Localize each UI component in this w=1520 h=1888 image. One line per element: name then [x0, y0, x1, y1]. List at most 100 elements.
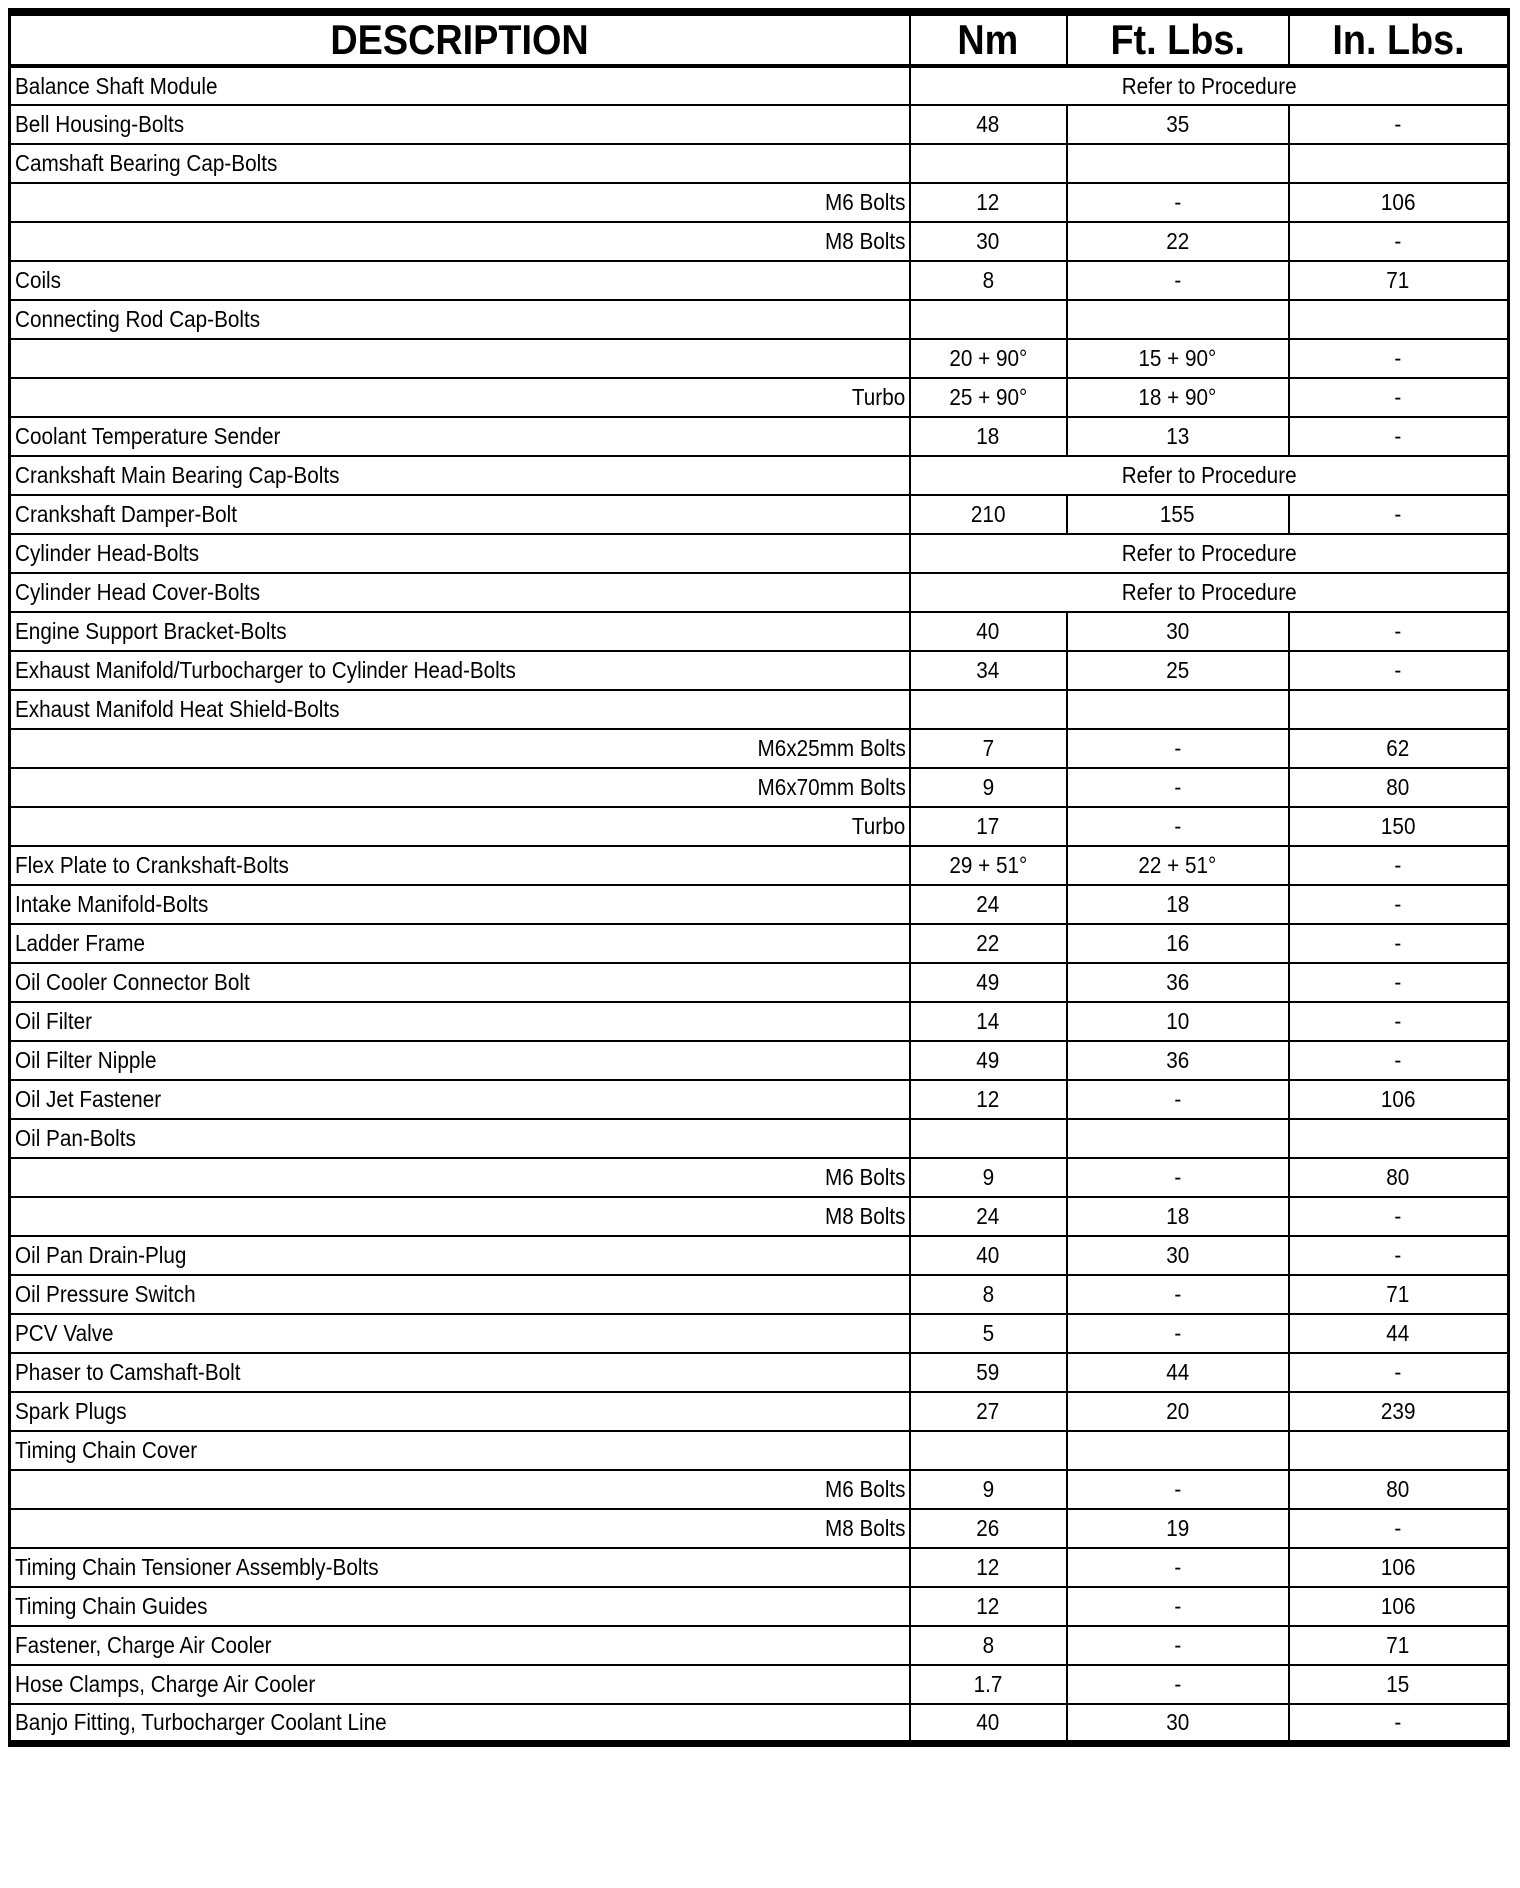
ft-value: -: [1174, 1281, 1181, 1307]
in-value: 62: [1386, 735, 1410, 761]
nm-cell: [908, 1118, 1068, 1159]
nm-cell: 12: [908, 1586, 1068, 1627]
description-cell: Hose Clamps, Charge Air Cooler: [8, 1664, 911, 1705]
description-cell: M8 Bolts: [8, 1508, 911, 1549]
description-cell: Fastener, Charge Air Cooler: [8, 1625, 911, 1666]
description-label: Timing Chain Tensioner Assembly-Bolts: [15, 1554, 379, 1580]
ft-value: 18 + 90°: [1138, 384, 1217, 410]
ft-cell: 16: [1065, 923, 1290, 964]
table-row: Timing Chain Tensioner Assembly-Bolts 12 -…: [8, 1547, 1510, 1588]
in-cell: -: [1287, 845, 1510, 886]
table-row: PCV Valve 5 - 44: [8, 1313, 1510, 1354]
in-cell: -: [1287, 1235, 1510, 1276]
nm-value: 27: [976, 1398, 1000, 1424]
nm-value: 9: [982, 1164, 994, 1190]
description-label: Exhaust Manifold Heat Shield-Bolts: [15, 696, 340, 722]
nm-cell: 5: [908, 1313, 1068, 1354]
description-label: Timing Chain Guides: [15, 1593, 208, 1619]
procedure-cell: Refer to Procedure: [908, 65, 1510, 106]
nm-value: 30: [976, 228, 1000, 254]
description-label: Turbo: [852, 813, 906, 839]
nm-cell: 12: [908, 182, 1068, 223]
nm-value: 49: [976, 1047, 1000, 1073]
ft-cell: -: [1065, 1547, 1290, 1588]
table-row: Oil Filter 14 10 -: [8, 1001, 1510, 1042]
description-cell: Crankshaft Damper-Bolt: [8, 494, 911, 535]
nm-value: 22: [976, 930, 1000, 956]
in-cell: 80: [1287, 767, 1510, 808]
description-cell: Camshaft Bearing Cap-Bolts: [8, 143, 911, 184]
in-cell: -: [1287, 650, 1510, 691]
table-row: Cylinder Head-Bolts Refer to Procedure: [8, 533, 1510, 574]
table-row: M8 Bolts 30 22 -: [8, 221, 1510, 262]
description-cell: M6 Bolts: [8, 182, 911, 223]
description-label: PCV Valve: [15, 1320, 114, 1346]
description-label: Oil Filter Nipple: [15, 1047, 157, 1073]
description-cell: M6x25mm Bolts: [8, 728, 911, 769]
ft-value: 36: [1165, 1047, 1190, 1073]
procedure-cell: Refer to Procedure: [908, 455, 1510, 496]
nm-value: 12: [976, 1086, 1000, 1112]
nm-cell: 12: [908, 1547, 1068, 1588]
in-value: -: [1394, 1047, 1402, 1073]
table-row: Crankshaft Damper-Bolt 210 155 -: [8, 494, 1510, 535]
in-cell: -: [1287, 1508, 1510, 1549]
nm-cell: 59: [908, 1352, 1068, 1393]
description-label: Phaser to Camshaft-Bolt: [15, 1359, 241, 1385]
ft-cell: -: [1065, 767, 1290, 808]
description-cell: Oil Cooler Connector Bolt: [8, 962, 911, 1003]
in-value: 80: [1386, 1164, 1410, 1190]
description-cell: Oil Pan-Bolts: [8, 1118, 911, 1159]
in-value: -: [1394, 891, 1402, 917]
in-cell: -: [1287, 1040, 1510, 1081]
description-cell: M6 Bolts: [8, 1157, 911, 1198]
ft-value: -: [1174, 267, 1181, 293]
table-row: Exhaust Manifold/Turbocharger to Cylinde…: [8, 650, 1510, 691]
ft-cell: -: [1065, 728, 1290, 769]
description-cell: Oil Pressure Switch: [8, 1274, 911, 1315]
ft-value: -: [1174, 1320, 1181, 1346]
in-cell: -: [1287, 1352, 1510, 1393]
ft-cell: -: [1065, 1625, 1290, 1666]
column-header-description: DESCRIPTION: [8, 11, 911, 68]
in-cell: [1287, 1118, 1510, 1159]
in-value: 71: [1386, 1632, 1410, 1658]
in-cell: [1287, 143, 1510, 184]
ft-cell: 18: [1065, 884, 1290, 925]
description-cell: Phaser to Camshaft-Bolt: [8, 1352, 911, 1393]
ft-value: 44: [1165, 1359, 1190, 1385]
ft-value: -: [1174, 189, 1181, 215]
in-value: -: [1394, 969, 1402, 995]
in-value: -: [1394, 1359, 1402, 1385]
description-label: Crankshaft Main Bearing Cap-Bolts: [15, 462, 340, 488]
table-row: Hose Clamps, Charge Air Cooler 1.7 - 15: [8, 1664, 1510, 1705]
table-row: Oil Filter Nipple 49 36 -: [8, 1040, 1510, 1081]
description-label: M6x25mm Bolts: [757, 735, 906, 761]
in-cell: 44: [1287, 1313, 1510, 1354]
table-body: Balance Shaft Module Refer to Procedure Be…: [8, 65, 1510, 1744]
in-value: -: [1394, 501, 1402, 527]
in-cell: -: [1287, 377, 1510, 418]
nm-cell: 210: [908, 494, 1068, 535]
in-cell: -: [1287, 494, 1510, 535]
ft-cell: 18: [1065, 1196, 1290, 1237]
description-cell: Oil Filter Nipple: [8, 1040, 911, 1081]
in-value: -: [1394, 1708, 1402, 1735]
description-cell: Crankshaft Main Bearing Cap-Bolts: [8, 455, 911, 496]
description-label: Exhaust Manifold/Turbocharger to Cylinde…: [15, 657, 516, 683]
description-cell: Cylinder Head Cover-Bolts: [8, 572, 911, 613]
description-cell: PCV Valve: [8, 1313, 911, 1354]
torque-spec-table: DESCRIPTION Nm Ft. Lbs. In. Lbs. Balance…: [8, 8, 1510, 1747]
nm-cell: 40: [908, 1703, 1068, 1744]
description-cell: Exhaust Manifold/Turbocharger to Cylinde…: [8, 650, 911, 691]
in-value: -: [1394, 1515, 1402, 1541]
description-cell: M8 Bolts: [8, 1196, 911, 1237]
table-row: Coolant Temperature Sender 18 13 -: [8, 416, 1510, 457]
ft-cell: 20: [1065, 1391, 1290, 1432]
table-row: M6 Bolts 9 - 80: [8, 1469, 1510, 1510]
in-value: -: [1394, 423, 1402, 449]
nm-value: 210: [970, 501, 1006, 527]
in-cell: -: [1287, 884, 1510, 925]
description-label: Oil Pan Drain-Plug: [15, 1242, 187, 1268]
